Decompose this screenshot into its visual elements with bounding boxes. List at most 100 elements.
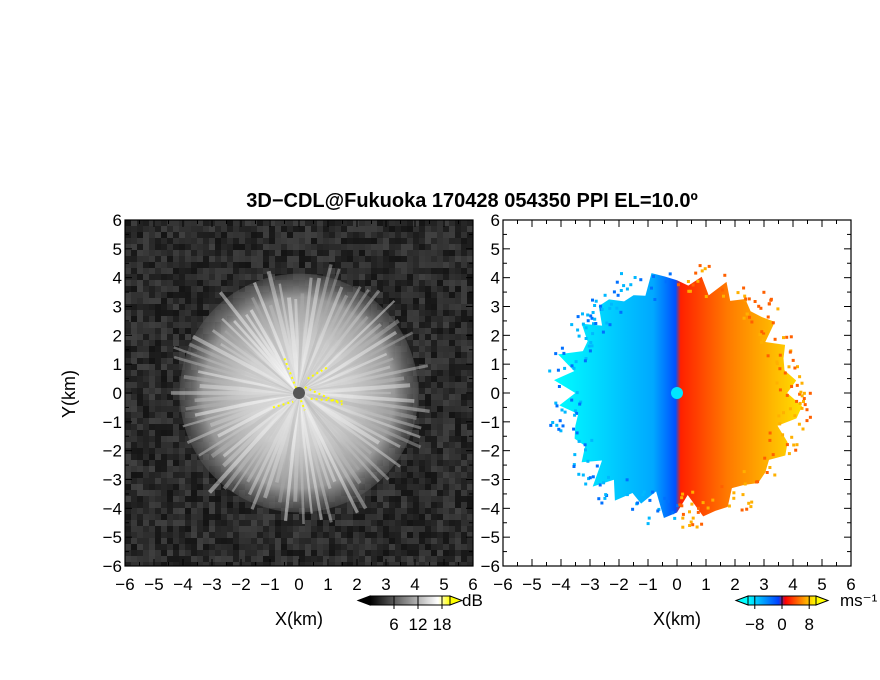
noise-cell (425, 298, 431, 304)
noise-cell (281, 532, 287, 538)
velocity-speckle (555, 404, 559, 408)
velocity-speckle (688, 510, 691, 514)
noise-cell (467, 532, 473, 538)
noise-cell (323, 508, 329, 514)
noise-cell (167, 514, 173, 520)
noise-cell (245, 256, 251, 262)
noise-cell (173, 454, 179, 460)
noise-cell (131, 562, 137, 566)
noise-cell (173, 292, 179, 298)
noise-cell (359, 520, 365, 526)
noise-cell (167, 406, 173, 412)
noise-cell (275, 508, 281, 514)
noise-cell (401, 526, 407, 532)
noise-cell (167, 490, 173, 496)
velocity-speckle (636, 501, 640, 505)
noise-cell (455, 508, 461, 514)
velocity-speckle (798, 375, 802, 379)
noise-cell (389, 220, 395, 226)
velocity-speckle (808, 391, 812, 395)
noise-cell (389, 466, 395, 472)
noise-cell (191, 322, 197, 328)
noise-cell (425, 496, 431, 502)
noise-cell (167, 430, 173, 436)
noise-cell (167, 226, 173, 232)
noise-cell (137, 460, 143, 466)
noise-cell (437, 418, 443, 424)
echo-ray (182, 391, 300, 428)
noise-cell (443, 316, 449, 322)
noise-cell (209, 262, 215, 268)
noise-cell (281, 538, 287, 544)
noise-cell (455, 472, 461, 478)
noise-cell (395, 460, 401, 466)
noise-cell (305, 226, 311, 232)
velocity-speckle (607, 475, 610, 479)
noise-cell (131, 358, 137, 364)
echo-ray (221, 317, 300, 394)
velocity-speckle (743, 294, 747, 298)
noise-cell (263, 526, 269, 532)
noise-cell (245, 268, 251, 274)
noise-cell (233, 556, 239, 562)
noise-cell (149, 274, 155, 280)
noise-cell (455, 394, 461, 400)
noise-cell (275, 256, 281, 262)
noise-cell (179, 256, 185, 262)
noise-cell (185, 436, 191, 442)
velocity-speckle (686, 280, 690, 283)
noise-cell (341, 220, 347, 226)
noise-cell (413, 268, 419, 274)
noise-cell (173, 376, 179, 382)
noise-cell (191, 304, 197, 310)
noise-cell (341, 256, 347, 262)
right-velocity-field (548, 264, 812, 529)
noise-cell (371, 250, 377, 256)
noise-cell (191, 526, 197, 532)
noise-cell (257, 532, 263, 538)
noise-cell (179, 430, 185, 436)
noise-cell (437, 352, 443, 358)
noise-cell (347, 550, 353, 556)
noise-cell (143, 316, 149, 322)
noise-cell (149, 550, 155, 556)
noise-cell (293, 220, 299, 226)
noise-cell (299, 520, 305, 526)
noise-cell (293, 550, 299, 556)
noise-cell (443, 418, 449, 424)
noise-cell (329, 514, 335, 520)
noise-cell (161, 382, 167, 388)
noise-cell (203, 526, 209, 532)
noise-cell (323, 520, 329, 526)
noise-cell (431, 220, 437, 226)
noise-cell (179, 280, 185, 286)
noise-cell (281, 268, 287, 274)
noise-cell (215, 256, 221, 262)
noise-cell (191, 286, 197, 292)
noise-cell (419, 466, 425, 472)
noise-cell (227, 286, 233, 292)
velocity-speckle (588, 476, 592, 480)
noise-cell (413, 418, 419, 424)
noise-cell (131, 382, 137, 388)
noise-cell (125, 274, 131, 280)
noise-cell (359, 250, 365, 256)
noise-cell (413, 466, 419, 472)
noise-cell (359, 262, 365, 268)
velocity-speckle (799, 390, 803, 394)
noise-cell (329, 250, 335, 256)
noise-cell (221, 508, 227, 514)
noise-cell (161, 286, 167, 292)
noise-cell (419, 526, 425, 532)
highlight-streak (272, 400, 294, 409)
noise-cell (203, 550, 209, 556)
noise-cell (341, 532, 347, 538)
noise-cell (155, 562, 161, 566)
noise-cell (413, 334, 419, 340)
noise-cell (341, 238, 347, 244)
noise-cell (155, 304, 161, 310)
velocity-speckle (604, 493, 608, 497)
velocity-speckle (768, 466, 772, 469)
noise-cell (197, 466, 203, 472)
noise-cell (167, 268, 173, 274)
